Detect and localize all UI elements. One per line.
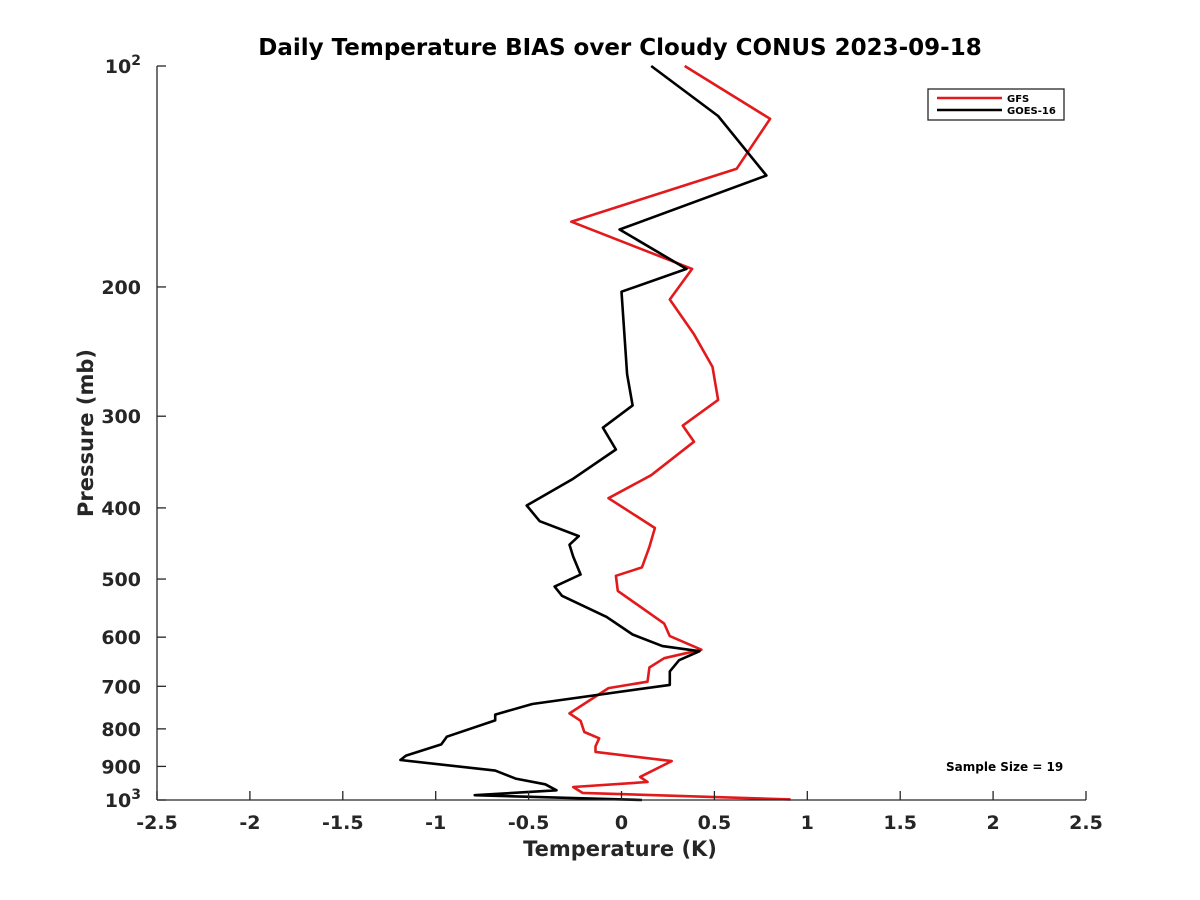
series-line-goes-16: [399, 64, 768, 802]
y-tick-label: 800: [101, 719, 141, 741]
x-tick-label: -0.5: [508, 812, 550, 834]
y-tick-label: 103: [105, 787, 141, 812]
y-tick-label: 900: [101, 756, 141, 778]
legend-label: GOES-16: [1007, 106, 1056, 117]
x-tick-label: -1.5: [322, 812, 364, 834]
y-tick-label: 400: [101, 498, 141, 520]
y-tick-label: 700: [101, 676, 141, 698]
x-tick-label: -1: [425, 812, 446, 834]
y-axis-title: Pressure (mb): [74, 349, 98, 517]
x-tick-label: 1.5: [883, 812, 917, 834]
x-tick-label: 2.5: [1069, 812, 1103, 834]
y-tick-label: 600: [101, 627, 141, 649]
y-tick-label: 500: [101, 569, 141, 591]
x-tick-label: -2: [239, 812, 260, 834]
sample-size-annotation: Sample Size = 19: [946, 760, 1063, 774]
x-tick-label: 1: [801, 812, 814, 834]
y-tick-label: 102: [105, 53, 141, 78]
y-tick-label: 300: [101, 406, 141, 428]
x-tick-label: 2: [986, 812, 999, 834]
x-tick-label: -2.5: [136, 812, 178, 834]
series-line-gfs: [568, 64, 791, 801]
chart-title: Daily Temperature BIAS over Cloudy CONUS…: [258, 35, 981, 61]
x-tick-label: 0.5: [698, 812, 732, 834]
legend-label: GFS: [1007, 94, 1029, 105]
plot-area: -2.5 -2 -1.5 -1 -0.5 0 0.5 1 1.5 2 2.5 102 200 300 400…: [101, 53, 1103, 834]
legend-box: [927, 88, 1065, 121]
x-tick-label: 0: [615, 812, 628, 834]
x-axis-title: Temperature (K): [523, 837, 717, 861]
y-tick-label: 200: [101, 277, 141, 299]
